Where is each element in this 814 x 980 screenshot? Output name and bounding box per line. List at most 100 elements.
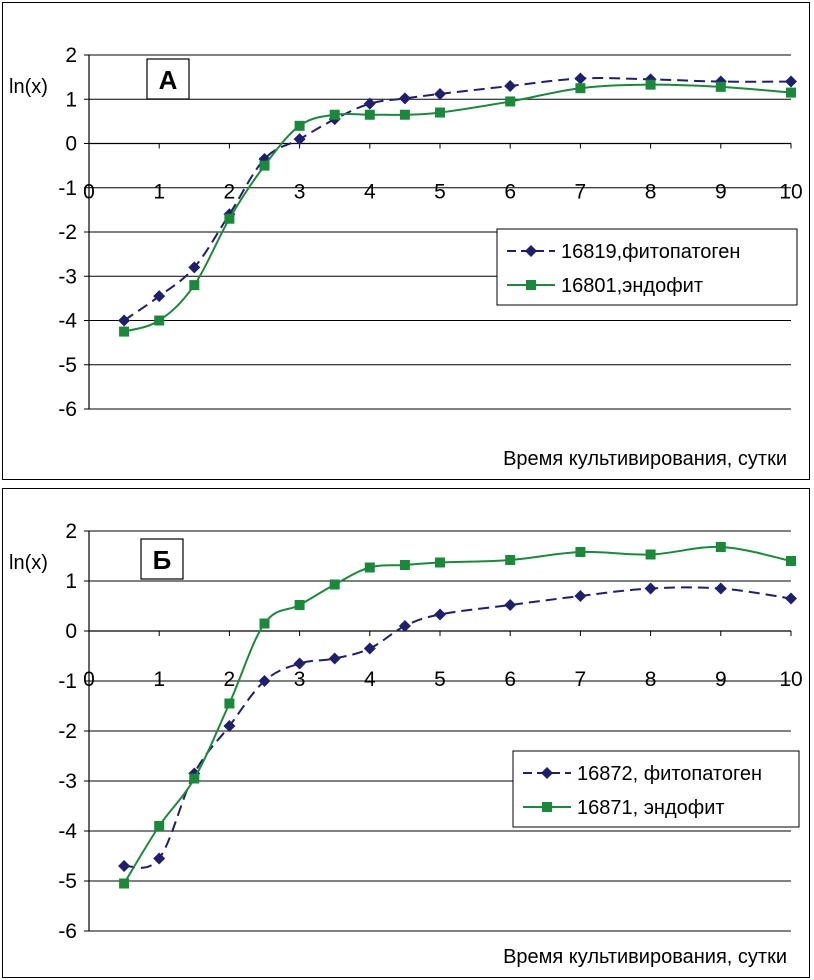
data-point — [329, 109, 340, 120]
legend-marker — [525, 245, 537, 257]
data-point — [259, 618, 270, 629]
y-tick-label: 1 — [65, 570, 77, 593]
data-point — [786, 556, 796, 566]
y-axis-label: ln(x) — [9, 76, 48, 98]
y-tick-label: 1 — [65, 88, 77, 111]
x-tick-label: 2 — [224, 181, 236, 204]
legend-marker — [541, 767, 553, 779]
data-point — [575, 547, 586, 557]
data-point — [119, 326, 130, 337]
data-point — [399, 560, 410, 570]
data-point — [118, 314, 131, 327]
data-point — [399, 109, 410, 120]
panel-label: Б — [140, 538, 184, 580]
data-point — [644, 582, 657, 595]
y-tick-label: -4 — [58, 310, 77, 333]
data-point — [574, 590, 587, 602]
y-tick-label: -1 — [58, 670, 77, 693]
data-point — [714, 582, 727, 595]
x-tick-label: 4 — [364, 181, 376, 204]
panel-label-text: Б — [153, 545, 172, 575]
data-point — [258, 675, 271, 687]
data-point — [119, 878, 130, 889]
chart-panel-b: 2 1 0 -1 -2 -3 -4 -5 -6 0 1 2 3 4 5 6 7 8 9 10 ln(x) Время ку… — [2, 488, 810, 978]
x-tick-label: 5 — [434, 668, 446, 691]
data-point — [715, 81, 726, 92]
data-point — [224, 698, 235, 709]
data-point — [363, 642, 376, 655]
data-point — [575, 83, 586, 94]
y-axis-label: ln(x) — [9, 552, 48, 574]
x-tick-label: 6 — [504, 181, 516, 204]
legend-box — [496, 228, 798, 306]
data-point — [574, 72, 587, 85]
data-point — [434, 608, 446, 621]
data-point — [786, 87, 796, 98]
legend-label: 16872, фитопатоген — [577, 763, 762, 785]
x-tick-label: 9 — [715, 668, 727, 691]
data-point — [294, 120, 305, 131]
y-tick-label: 0 — [65, 620, 77, 643]
data-point — [715, 542, 726, 552]
x-tick-label: 8 — [645, 181, 657, 204]
data-point — [364, 562, 375, 573]
data-point — [189, 280, 200, 291]
data-point — [785, 75, 797, 88]
legend-marker — [526, 280, 536, 290]
x-tick-label: 4 — [364, 668, 376, 691]
legend-marker — [542, 802, 552, 812]
data-point — [293, 657, 306, 670]
data-point — [645, 79, 656, 90]
x-tick-label: 10 — [779, 181, 802, 204]
x-tick-label: 5 — [434, 181, 446, 204]
x-tick-label: 0 — [83, 181, 95, 204]
x-axis-label: Время культивирования, сутки — [503, 946, 787, 968]
legend: 16819,фитопатоген 16801,эндофит — [496, 228, 798, 306]
x-tick-label: 9 — [715, 181, 727, 204]
y-tick-label: -1 — [58, 177, 77, 200]
y-tick-label: -4 — [58, 820, 77, 843]
data-point — [504, 79, 517, 92]
legend-label: 16871, эндофит — [577, 797, 725, 819]
data-point — [505, 555, 516, 565]
data-point — [645, 549, 656, 560]
x-tick-label: 3 — [294, 668, 306, 691]
data-point — [328, 652, 341, 665]
data-point — [435, 107, 445, 118]
x-tick-label: 7 — [575, 668, 587, 691]
data-point — [294, 600, 305, 610]
y-tick-label: -2 — [58, 720, 77, 743]
x-tick-label: 1 — [153, 181, 165, 204]
data-point — [293, 133, 306, 146]
chart-panel-a: 2 1 0 -1 -2 -3 -4 -5 -6 0 1 2 3 4 5 6 7 8 9 10 ln(x) Время ку… — [2, 2, 810, 480]
series-line-1 — [123, 545, 792, 885]
data-point — [504, 599, 517, 611]
data-point — [505, 96, 516, 107]
data-point — [434, 87, 446, 100]
x-tick-label: 8 — [645, 668, 657, 691]
data-point — [224, 213, 235, 224]
data-point — [259, 160, 270, 171]
data-point — [398, 620, 411, 632]
data-point — [223, 720, 236, 732]
data-point — [329, 579, 340, 590]
legend-box — [512, 750, 800, 828]
y-tick-label: -5 — [58, 354, 77, 377]
data-point — [398, 92, 411, 105]
data-point — [153, 852, 166, 865]
x-tick-label: 0 — [83, 668, 95, 691]
x-tick-label: 3 — [294, 181, 306, 204]
panel-label-text: А — [159, 65, 178, 95]
data-point — [154, 315, 165, 326]
data-point — [188, 261, 201, 274]
x-tick-label: 7 — [575, 181, 587, 204]
data-point — [153, 290, 166, 303]
y-tick-label: 2 — [65, 520, 77, 543]
x-tick-label: 6 — [504, 668, 516, 691]
x-tick-label: 1 — [153, 668, 165, 691]
legend-label: 16819,фитопатоген — [561, 241, 740, 263]
data-point — [435, 557, 445, 568]
panel-label-box — [146, 58, 190, 100]
data-point — [364, 109, 375, 120]
